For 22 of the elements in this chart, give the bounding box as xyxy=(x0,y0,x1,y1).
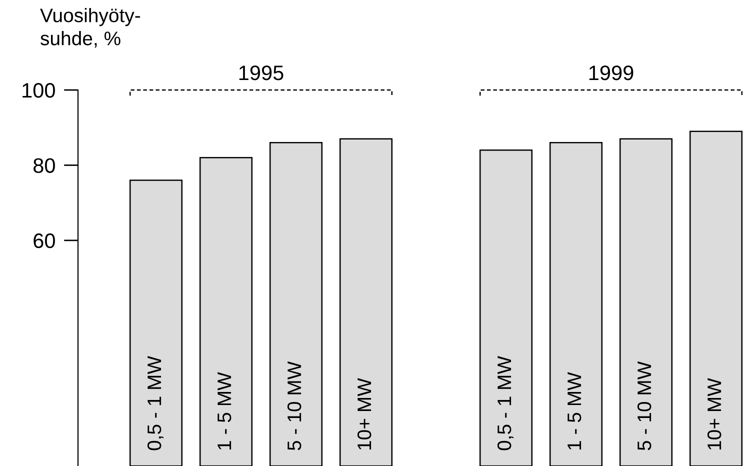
x-tick-label: 1 - 5 MW xyxy=(218,372,232,450)
text: 1995 xyxy=(239,65,284,80)
bar xyxy=(689,130,743,466)
x-tick-label: 5 - 10 MW xyxy=(637,361,652,450)
bar xyxy=(619,138,673,466)
x-tick-label: 1 - 5 MW xyxy=(568,372,582,450)
bar xyxy=(479,150,533,466)
y-tick-label: 80 xyxy=(34,158,55,173)
bar xyxy=(269,142,323,466)
x-tick-label: 0,5 - 1 MW xyxy=(147,356,164,450)
bar xyxy=(199,157,253,466)
text: 1999 xyxy=(589,65,634,80)
x-tick-label: 0,5 - 1 MW xyxy=(497,356,514,450)
x-tick-label: 10+ MW xyxy=(357,378,372,450)
y-tick-label: 100 xyxy=(22,83,55,98)
x-tick-label: 5 - 10 MW xyxy=(287,361,302,450)
bar xyxy=(549,142,603,466)
y-tick-label: 60 xyxy=(34,233,55,248)
y-axis-title: Vuosihyöty- suhde, % xyxy=(40,8,140,48)
bar xyxy=(339,138,393,466)
bar xyxy=(129,180,183,466)
x-tick-label: 10+ MW xyxy=(707,378,722,450)
